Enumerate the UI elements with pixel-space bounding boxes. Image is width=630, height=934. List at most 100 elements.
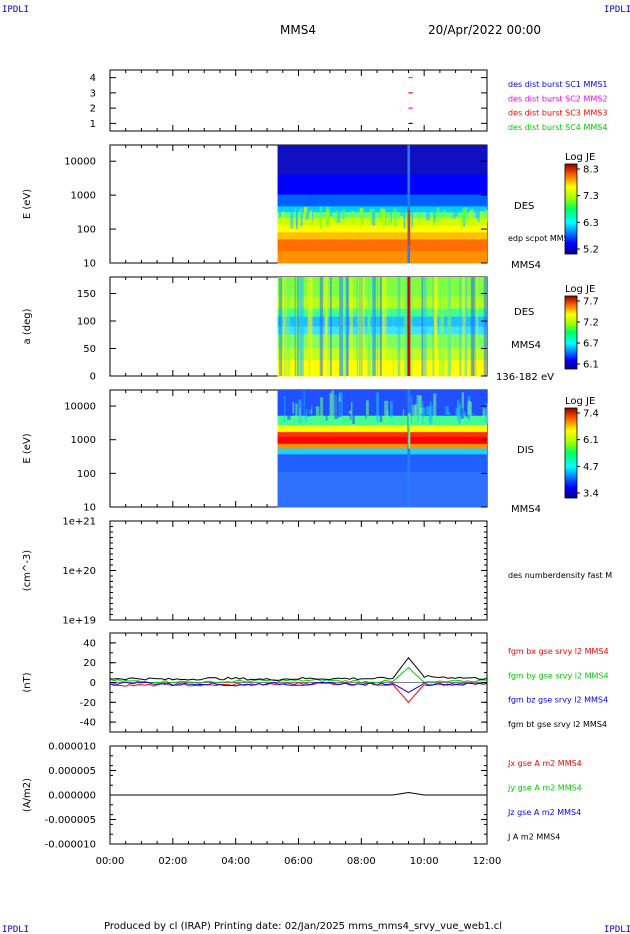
spectrogram-stripe xyxy=(470,401,472,419)
spectrogram-stripe xyxy=(327,277,329,376)
des-pitch-colorbar-tick-label: 7.7 xyxy=(583,297,599,308)
bfield-y-tick-label: -20 xyxy=(80,698,96,709)
current-series-j xyxy=(110,791,487,796)
des-energy-colorbar-tick-label: 8.3 xyxy=(583,165,599,176)
spectrogram-stripe xyxy=(281,211,285,218)
bfield-y-tick-label: 0 xyxy=(90,678,96,689)
burst-legend-4: des dist burst SC4 MMS4 xyxy=(508,123,607,132)
des-energy-colorbar-tick-label: 6.3 xyxy=(583,218,599,229)
dis-energy-colorbar-tick-label: 3.4 xyxy=(583,489,599,500)
dis-energy-y-axis-label: E (eV) xyxy=(22,433,33,463)
spectrogram-stripe xyxy=(436,207,440,223)
spectrogram-stripe xyxy=(463,207,466,217)
des-energy-species-label: DES xyxy=(514,201,534,212)
spectrogram-band xyxy=(277,232,487,240)
spectrogram-stripe xyxy=(475,277,477,376)
burst-legend-2: des dist burst SC2 MMS2 xyxy=(508,94,607,103)
spectrogram-stripe xyxy=(299,208,302,217)
spectrogram-stripe xyxy=(329,392,332,421)
spectrogram-stripe xyxy=(279,277,281,376)
footer-credit: Produced by cl (IRAP) Printing date: 02/… xyxy=(104,921,502,932)
spectrogram-stripe xyxy=(348,410,352,414)
spectrogram-stripe xyxy=(372,211,376,226)
spectrogram-stripe xyxy=(410,277,413,376)
spectrogram-stripe xyxy=(475,206,480,219)
spectrogram-stripe xyxy=(467,400,471,416)
spectrogram-stripe xyxy=(472,412,474,416)
spectrogram-stripe xyxy=(339,277,343,376)
spectrogram-stripe xyxy=(367,277,371,376)
spectrogram-stripe xyxy=(402,409,405,417)
bfield-y-tick-label: -40 xyxy=(80,718,96,729)
dis-energy-y-tick-label: 10 xyxy=(83,503,96,514)
spectrogram-stripe xyxy=(425,406,430,415)
bfield-series-bt xyxy=(109,657,488,681)
spectrogram-stripe xyxy=(388,211,391,226)
spectrogram-stripe xyxy=(430,404,433,425)
burst-legend-3: des dist burst SC3 MMS3 xyxy=(508,109,607,118)
spectrogram-stripe xyxy=(382,209,386,230)
bfield-series-bx xyxy=(109,681,488,704)
spectrogram-band xyxy=(277,145,487,175)
spectrogram-stripe xyxy=(381,277,385,376)
spectrogram-stripe xyxy=(305,212,309,220)
spectrogram-band xyxy=(277,277,487,298)
spectrogram-stripe xyxy=(397,277,401,376)
spectrogram-stripe xyxy=(446,412,451,415)
spectrogram-stripe xyxy=(390,400,393,418)
spectrogram-stripe xyxy=(335,210,339,223)
current-legend-jy: Jy gse A m2 MMS4 xyxy=(507,784,582,793)
spectrogram-stripe xyxy=(423,407,426,417)
panel-burst-availability: 1 2 3 4 des dist burst SC1 MMS1 des dist burs… xyxy=(90,69,607,132)
des-energy-sc-label: MMS4 xyxy=(511,260,541,271)
spectrogram-stripe xyxy=(472,277,475,376)
burst-y-tick-label: 4 xyxy=(90,73,96,84)
spectrogram-band xyxy=(277,425,487,433)
des-pitch-y-tick-label: 50 xyxy=(83,344,96,355)
density-y-tick-label: 1e+21 xyxy=(62,517,96,528)
spectrogram-band xyxy=(277,348,487,361)
panel-dis-energy-spectrogram: 10 100 1000 10000 E (eV) DIS MMS4 Log JE 7.4 6.1 4… xyxy=(22,389,599,515)
spectrogram-stripe xyxy=(287,395,291,420)
des-energy-y-tick-label: 10 xyxy=(83,259,96,270)
spectrogram-band xyxy=(277,443,487,449)
dis-energy-y-tick-label: 1000 xyxy=(71,435,96,446)
spectrogram-stripe xyxy=(360,277,363,376)
spectrogram-band xyxy=(277,194,487,207)
spectrogram-stripe xyxy=(338,401,342,417)
corner-label-top-left: IPDLI xyxy=(2,5,29,15)
spectrogram-stripe xyxy=(383,277,387,376)
time-tick-label: 00:00 xyxy=(96,856,125,867)
current-legend-jx: Jx gse A m2 MMS4 xyxy=(507,759,582,768)
spectrogram-stripe xyxy=(296,210,298,230)
bfield-series-by xyxy=(109,666,488,684)
spectrogram-stripe xyxy=(485,403,488,424)
spectrogram-stripe xyxy=(379,412,383,422)
spectrogram-stripe xyxy=(464,207,468,223)
spectrogram-stripe xyxy=(460,408,464,419)
spectrogram-stripe xyxy=(319,277,323,376)
dis-energy-sc-label: MMS4 xyxy=(511,504,541,515)
spectrogram-stripe xyxy=(369,209,371,226)
spectrogram-band xyxy=(277,454,487,473)
spectrogram-stripe xyxy=(422,401,424,425)
spectrogram-stripe xyxy=(411,206,414,229)
spectrogram-stripe xyxy=(283,277,287,376)
spectrogram-stripe xyxy=(480,210,485,225)
time-tick-label: 08:00 xyxy=(347,856,376,867)
spectrogram-stripe xyxy=(360,208,364,222)
spectrogram-stripe xyxy=(371,277,376,376)
spectrogram-stripe xyxy=(298,277,302,376)
spectrogram-stripe xyxy=(403,277,408,376)
spectrogram-stripe xyxy=(357,277,359,376)
des-pitch-colorbar-tick-label: 7.2 xyxy=(583,318,599,329)
bfield-legend-by: fgm by gse srvy l2 MMS4 xyxy=(508,671,609,680)
spectrogram-stripe xyxy=(334,394,339,419)
spectrogram-stripe xyxy=(280,277,283,376)
time-axis: 00:00 02:00 04:00 06:00 08:00 10:00 12:00 xyxy=(96,856,502,867)
des-energy-extra-label: edp scpot MMS4 xyxy=(508,234,574,243)
bfield-series-bz xyxy=(109,681,488,693)
bfield-legend-bz: fgm bz gse srvy l2 MMS4 xyxy=(508,696,608,705)
spectrogram-stripe xyxy=(292,401,295,414)
density-y-tick-label: 1e+20 xyxy=(62,566,96,577)
